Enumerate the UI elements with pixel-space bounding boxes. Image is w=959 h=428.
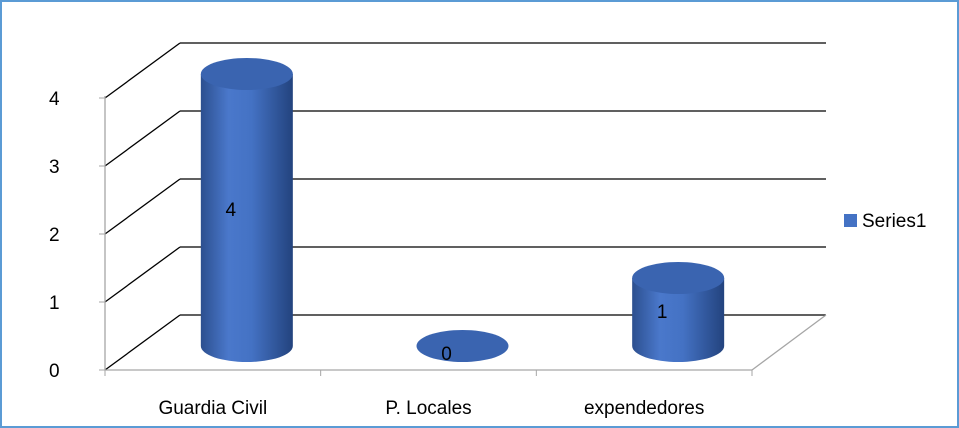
x-category-label: P. Locales (385, 398, 471, 419)
side-gridline (104, 110, 181, 167)
cylinder-bar (416, 330, 509, 362)
legend-swatch-series1 (844, 214, 857, 227)
cylinder-top (200, 58, 293, 90)
y-tick-label: 2 (49, 225, 60, 246)
y-tick-label: 1 (49, 293, 60, 314)
side-gridline (104, 246, 181, 303)
data-label: 0 (441, 344, 452, 365)
labels-layer: 0 1 2 3 4 Guardia Civil P. Locales expendedores… (49, 89, 704, 419)
cylinder-top (632, 262, 725, 294)
x-category-label: Guardia Civil (158, 398, 267, 419)
cylinder-bar (200, 58, 293, 362)
side-gridline (104, 178, 181, 235)
cylinder-body (200, 74, 293, 362)
floor-left-edge (104, 314, 181, 371)
y-tick-label: 3 (49, 157, 60, 178)
bars-layer (200, 58, 725, 362)
y-tick-label: 4 (49, 89, 60, 110)
side-gridline (104, 42, 181, 99)
y-tick-label: 0 (49, 361, 60, 382)
floor-right-edge (751, 314, 827, 371)
cylinder-top (416, 330, 509, 362)
data-label: 1 (657, 302, 668, 323)
x-category-label: expendedores (584, 398, 704, 419)
cylinder-bar (632, 262, 725, 362)
axis-layer (99, 96, 827, 376)
legend: Series1 (844, 211, 926, 232)
cylinder-body (632, 278, 725, 362)
legend-label-series1: Series1 (862, 211, 926, 232)
data-label: 4 (226, 200, 237, 221)
